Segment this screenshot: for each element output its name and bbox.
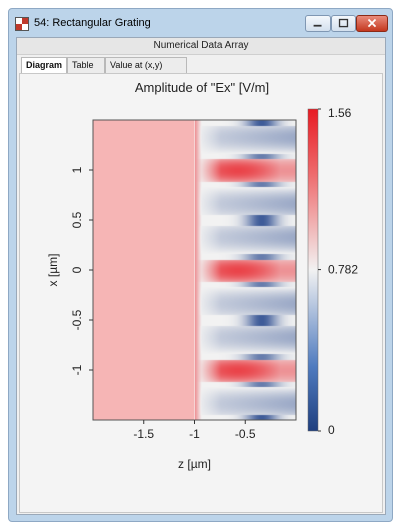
minimize-icon: [313, 24, 322, 27]
chart-title: Amplitude of "Ex" [V/m]: [135, 80, 269, 95]
tab-table[interactable]: Table: [67, 57, 105, 73]
tab-diagram[interactable]: Diagram: [21, 57, 67, 74]
maximize-button[interactable]: [331, 15, 356, 32]
x-tick-label: -0.5: [235, 427, 256, 441]
app-icon: [15, 17, 29, 31]
axes: -1.5 -1 -0.5 -1 -0.5 0 0.5 1 z [µm] x [µm]: [46, 119, 297, 471]
minimize-button[interactable]: [305, 15, 331, 32]
x-axis-label: z [µm]: [178, 457, 211, 471]
colorbar-tick-label: 1.56: [328, 106, 352, 120]
y-tick-label: 1: [70, 166, 84, 173]
title-bar[interactable]: 54: Rectangular Grating: [9, 9, 392, 37]
colorbar-gradient: [307, 108, 319, 432]
y-tick-label: 0.5: [70, 211, 84, 228]
colorbar: 1.56 0.782 0: [307, 106, 358, 437]
y-tick-label: 0: [70, 266, 84, 273]
y-axis-label: x [µm]: [46, 254, 60, 287]
close-icon: [367, 18, 377, 28]
tab-value-at-xy[interactable]: Value at (x,y): [105, 57, 187, 73]
x-tick-label: -1.5: [133, 427, 154, 441]
colorbar-tick-label: 0.782: [328, 263, 358, 277]
grating-field-region: [194, 120, 296, 420]
y-tick-label: -0.5: [70, 309, 84, 330]
colorbar-tick-label: 0: [328, 423, 335, 437]
x-tick-label: -1: [189, 427, 200, 441]
plot-area: [93, 120, 296, 420]
y-tick-label: -1: [70, 364, 84, 375]
maximize-icon: [338, 18, 349, 28]
close-button[interactable]: [356, 15, 388, 32]
data-array-header: Numerical Data Array: [17, 38, 385, 55]
window-title: 54: Rectangular Grating: [34, 17, 151, 29]
uniform-field-region: [93, 120, 195, 420]
